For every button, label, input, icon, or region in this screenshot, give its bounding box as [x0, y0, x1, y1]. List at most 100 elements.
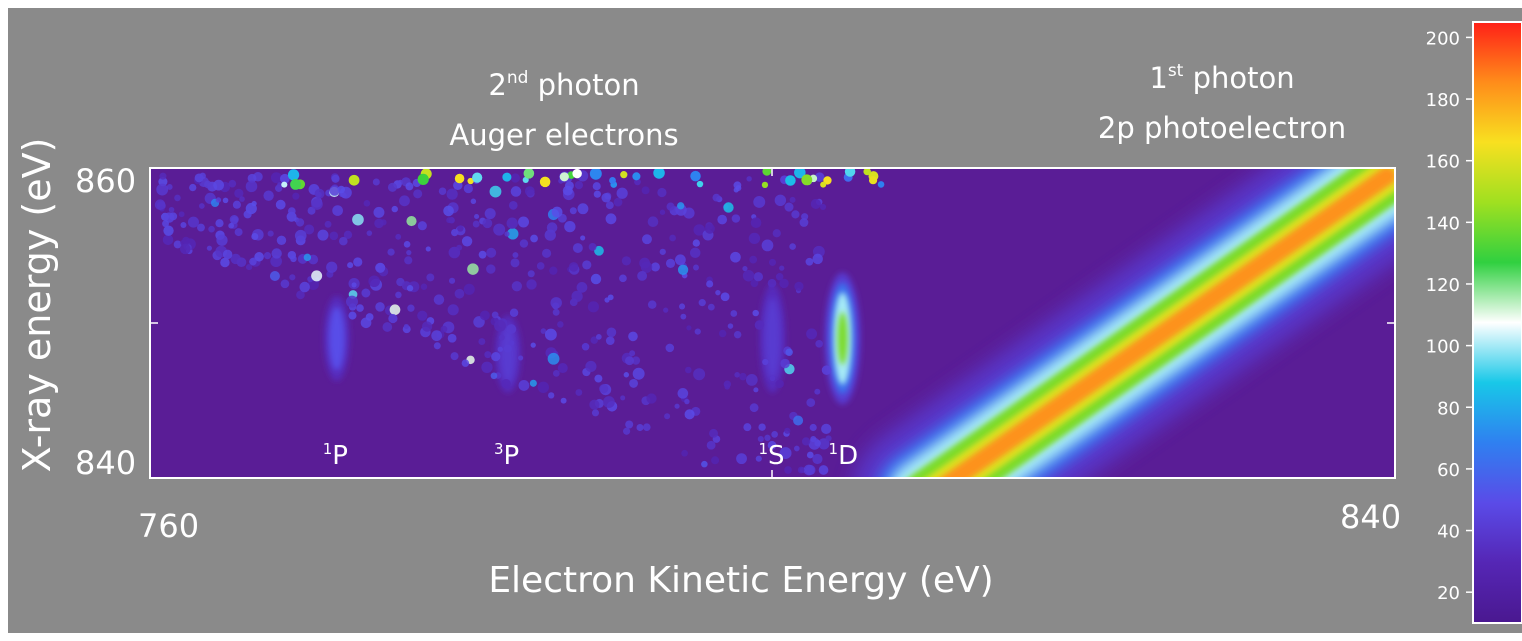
- noise-speck: [526, 279, 537, 290]
- noise-speck: [457, 225, 464, 232]
- noise-speck: [276, 235, 287, 246]
- noise-speck: [647, 216, 659, 227]
- noise-speck: [373, 206, 385, 218]
- auger-line-3: [837, 312, 848, 365]
- noise-speck: [564, 181, 574, 191]
- noise-speck: [486, 264, 496, 274]
- noise-speck: [631, 356, 641, 365]
- noise-speck: [818, 465, 829, 475]
- noise-speck: [803, 464, 815, 476]
- noise-speck: [730, 310, 738, 317]
- noise-speck: [868, 176, 878, 185]
- noise-speck: [650, 262, 660, 272]
- noise-speck: [572, 243, 583, 253]
- noise-speck: [628, 331, 638, 342]
- noise-speck: [877, 181, 885, 188]
- noise-speck: [753, 387, 759, 393]
- noise-speck: [417, 173, 429, 186]
- noise-speck: [164, 212, 175, 223]
- noise-speck: [317, 229, 329, 241]
- noise-speck: [491, 311, 499, 319]
- noise-speck: [815, 340, 823, 348]
- noise-speck: [391, 205, 398, 213]
- noise-speck: [375, 262, 386, 273]
- noise-speck: [486, 247, 497, 258]
- noise-speck: [461, 236, 473, 247]
- noise-speck: [677, 264, 689, 275]
- noise-speck: [552, 308, 560, 316]
- noise-speck: [289, 274, 296, 281]
- noise-speck: [304, 224, 315, 235]
- noise-speck: [497, 346, 503, 352]
- noise-speck: [229, 214, 239, 225]
- noise-speck: [303, 253, 312, 262]
- noise-speck: [675, 254, 686, 266]
- noise-speck: [296, 290, 305, 300]
- auger-line-2: [764, 297, 781, 380]
- noise-speck: [228, 222, 235, 229]
- colorbar-tick-label: 100: [1426, 337, 1460, 358]
- noise-speck: [764, 434, 771, 441]
- noise-speck: [665, 343, 675, 353]
- noise-speck: [774, 194, 787, 207]
- noise-speck: [353, 257, 363, 267]
- noise-speck: [426, 273, 435, 282]
- noise-speck: [619, 274, 627, 283]
- noise-speck: [482, 218, 493, 229]
- noise-speck: [387, 248, 395, 256]
- noise-speck: [647, 300, 657, 309]
- noise-speck: [589, 168, 602, 180]
- noise-speck: [215, 219, 224, 228]
- noise-speck: [182, 236, 190, 245]
- noise-speck: [213, 179, 225, 191]
- noise-speck: [329, 185, 340, 196]
- noise-speck: [769, 375, 776, 382]
- noise-speck: [347, 262, 354, 269]
- noise-speck: [162, 220, 169, 228]
- noise-speck: [472, 172, 483, 183]
- noise-speck: [809, 423, 817, 432]
- noise-speck: [731, 214, 741, 223]
- noise-speck: [498, 334, 505, 341]
- noise-speck: [454, 173, 465, 184]
- noise-speck: [511, 281, 522, 292]
- noise-speck: [825, 435, 832, 442]
- noise-speck: [810, 435, 817, 443]
- colorbar-tick-label: 140: [1426, 213, 1460, 234]
- annotation-auger-electrons: Auger electrons: [449, 118, 678, 152]
- noise-speck: [518, 380, 530, 391]
- noise-speck: [294, 229, 307, 242]
- colorbar-tick-label: 60: [1437, 460, 1460, 481]
- noise-speck: [779, 447, 792, 460]
- noise-speck: [311, 270, 323, 282]
- noise-speck: [489, 185, 502, 198]
- noise-speck: [388, 313, 398, 324]
- colorbar-tick-label: 200: [1426, 28, 1460, 49]
- noise-speck: [484, 208, 496, 220]
- noise-speck: [251, 200, 257, 207]
- noise-speck: [484, 351, 492, 359]
- noise-speck: [467, 263, 479, 275]
- noise-speck: [585, 360, 597, 373]
- noise-speck: [463, 283, 475, 295]
- noise-speck: [659, 209, 666, 215]
- noise-speck: [707, 303, 715, 311]
- noise-speck: [794, 168, 806, 179]
- noise-speck: [448, 277, 456, 284]
- noise-speck: [387, 182, 398, 192]
- noise-speck: [593, 190, 601, 198]
- noise-speck: [363, 199, 371, 207]
- noise-speck: [706, 440, 716, 450]
- noise-speck: [620, 395, 626, 401]
- noise-speck: [366, 230, 373, 236]
- noise-speck: [270, 172, 282, 184]
- noise-speck: [799, 218, 809, 227]
- y-tick-label-860: 860: [75, 162, 136, 200]
- noise-speck: [625, 420, 634, 429]
- noise-speck: [421, 321, 433, 332]
- noise-speck: [599, 384, 609, 394]
- noise-speck: [704, 223, 715, 234]
- noise-speck: [406, 249, 412, 256]
- noise-speck: [620, 171, 628, 179]
- noise-speck: [743, 423, 752, 432]
